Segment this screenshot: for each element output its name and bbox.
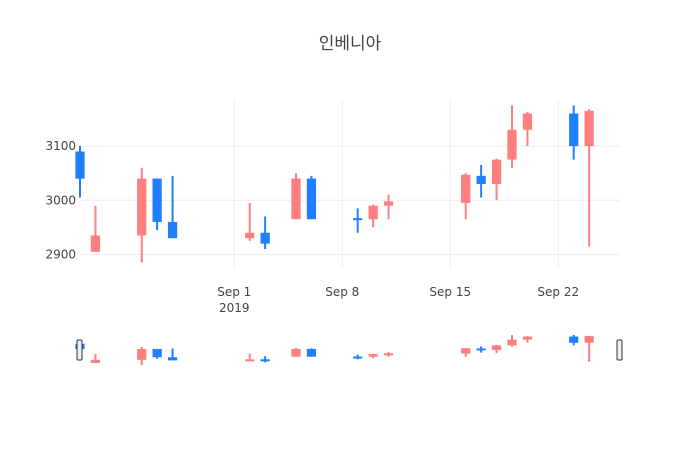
candle (90, 205, 101, 252)
y-tick-label: 3100 (45, 139, 76, 153)
candle (491, 158, 502, 201)
slider-candle-body (522, 336, 533, 340)
candle-body (368, 205, 378, 220)
candle (569, 105, 579, 160)
slider-candle (584, 335, 594, 362)
y-tick-label: 2900 (45, 247, 76, 261)
x-tick-label: Sep 22 (537, 285, 579, 299)
slider-candle-body (137, 348, 147, 360)
candles (75, 105, 594, 263)
y-tick-label: 3000 (45, 193, 76, 207)
candle-body (522, 113, 533, 130)
candle (368, 204, 378, 228)
candle (461, 173, 471, 220)
slider-candle-body (90, 359, 101, 363)
slider-candle-body (584, 336, 594, 343)
candle (152, 178, 162, 231)
grid (80, 100, 620, 268)
slider-candle (569, 335, 579, 346)
candle-body (306, 178, 317, 220)
slider-candle-body (491, 345, 502, 350)
slider-candle (383, 352, 394, 357)
candle-body (569, 113, 579, 147)
candle-body (584, 110, 594, 147)
slider-candle (476, 346, 486, 353)
x-axis: Sep 1 2019 Sep 8 Sep 15 Sep 22 (217, 285, 579, 315)
candle-body (167, 221, 178, 239)
slider-candle (152, 348, 162, 359)
candle-body (476, 175, 486, 184)
slider-candle-body (152, 348, 162, 358)
candle (353, 208, 363, 233)
candle-body (353, 218, 363, 221)
slider-candle (507, 335, 517, 347)
candle-body (260, 232, 270, 244)
slider-candle-body (383, 353, 394, 356)
slider-candle-body (260, 359, 270, 362)
candle (306, 175, 317, 220)
slider-candle (90, 354, 101, 363)
slider-grip[interactable] (616, 339, 623, 361)
candle (75, 146, 85, 198)
slider-candle (368, 353, 378, 359)
slider-candle-body (306, 348, 317, 357)
range-slider-right-handle[interactable] (616, 339, 623, 361)
x-tick-label: Sep 1 (217, 285, 251, 299)
slider-candle-body (368, 354, 378, 357)
slider-candle-body (167, 357, 178, 361)
candle-body (152, 178, 162, 222)
range-slider[interactable] (75, 332, 623, 368)
slider-candle (260, 356, 270, 363)
slider-candle-body (476, 348, 486, 351)
candle-body (383, 201, 394, 206)
candle-body (245, 232, 255, 239)
slider-candle (167, 348, 178, 361)
candle (291, 173, 301, 220)
slider-candle (491, 345, 502, 354)
candle (260, 216, 270, 250)
candle (137, 167, 147, 263)
slider-candle (245, 353, 255, 362)
x-tick-label: Sep 8 (325, 285, 359, 299)
slider-candle (306, 348, 317, 357)
candle (507, 105, 517, 168)
candle-body (75, 151, 85, 179)
candle-body (291, 178, 301, 220)
candle-body (507, 129, 517, 160)
candle-body (461, 174, 471, 203)
x-tick-label: Sep 15 (429, 285, 471, 299)
candle (167, 175, 178, 239)
range-slider-left-handle[interactable] (76, 339, 83, 361)
chart-title: 인베니아 (319, 34, 382, 54)
candle-body (491, 159, 502, 184)
slider-candle-body (461, 348, 471, 354)
slider-candle-body (245, 359, 255, 362)
candle (245, 202, 255, 241)
slider-candle (353, 354, 363, 360)
candle (584, 109, 594, 247)
candle (476, 165, 486, 198)
slider-candle (522, 336, 533, 343)
slider-candle-body (353, 356, 363, 359)
slider-candle (137, 346, 147, 365)
slider-candle (461, 347, 471, 357)
x-tick-sublabel: 2019 (219, 301, 250, 315)
y-axis: 2900 3000 3100 (45, 139, 76, 261)
slider-grip[interactable] (76, 339, 83, 361)
candle-body (137, 178, 147, 236)
slider-candle-body (291, 348, 301, 357)
slider-candle (291, 347, 301, 357)
candle (522, 111, 533, 147)
slider-candle-body (569, 336, 579, 343)
candle-body (90, 235, 101, 252)
candle (383, 194, 394, 220)
slider-candle-body (507, 339, 517, 346)
